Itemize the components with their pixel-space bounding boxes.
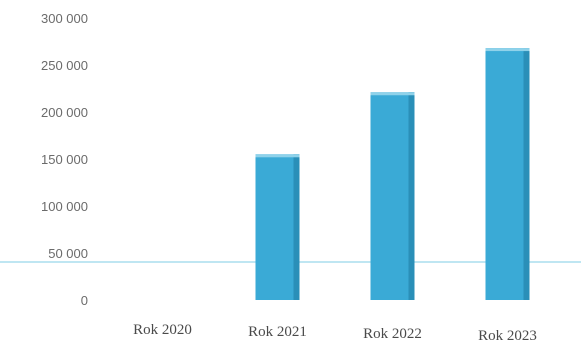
bar-side — [523, 48, 530, 300]
bar-front — [370, 92, 415, 300]
y-tick-label: 250 000 — [41, 58, 88, 73]
y-tick-label: 50 000 — [48, 246, 88, 261]
bar-top — [370, 92, 415, 96]
bar-front — [485, 48, 530, 300]
bar-side — [293, 154, 300, 300]
x-tick-label: Rok 2021 — [248, 324, 307, 340]
bar-rok-2023 — [485, 48, 530, 300]
y-tick-label: 100 000 — [41, 199, 88, 214]
x-tick-label: Rok 2020 — [133, 322, 192, 338]
bar-rok-2021 — [255, 154, 300, 300]
y-tick-label: 200 000 — [41, 105, 88, 120]
bar-side — [408, 92, 415, 300]
y-tick-label: 150 000 — [41, 152, 88, 167]
bar-top — [485, 48, 530, 52]
x-tick-label: Rok 2022 — [363, 326, 422, 342]
y-tick-label: 0 — [81, 293, 88, 308]
x-tick-label: Rok 2023 — [478, 328, 537, 344]
bar-top — [255, 154, 300, 158]
y-tick-label: 300 000 — [41, 11, 88, 26]
bar-front — [255, 154, 300, 300]
bar-rok-2022 — [370, 92, 415, 300]
